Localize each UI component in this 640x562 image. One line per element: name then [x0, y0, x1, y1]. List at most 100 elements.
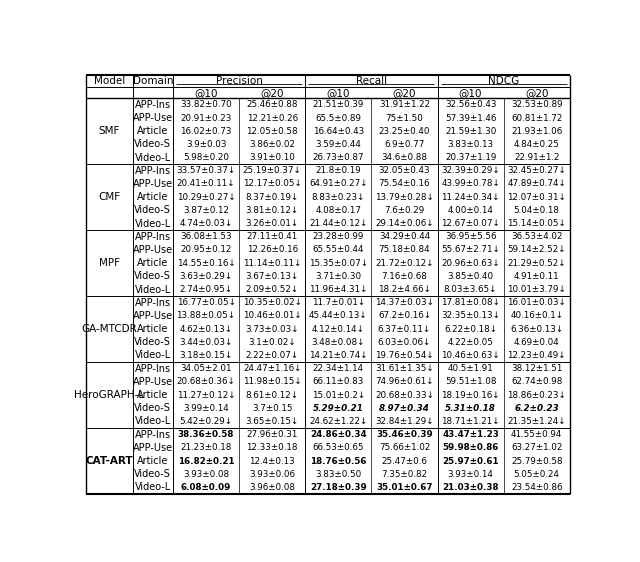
Text: 8.83±0.23↓: 8.83±0.23↓ [312, 193, 365, 202]
Text: 32.45±0.27↓: 32.45±0.27↓ [508, 166, 566, 175]
Text: 27.96±0.31: 27.96±0.31 [246, 430, 298, 439]
Text: 18.2±4.66↓: 18.2±4.66↓ [378, 285, 431, 294]
Text: 25.46±0.88: 25.46±0.88 [246, 101, 298, 110]
Text: 12.05±0.58: 12.05±0.58 [246, 126, 298, 135]
Text: 65.55±0.44: 65.55±0.44 [312, 246, 364, 255]
Text: 3.83±0.50: 3.83±0.50 [316, 470, 362, 479]
Text: 20.41±0.11↓: 20.41±0.11↓ [177, 179, 236, 188]
Text: 12.07±0.31↓: 12.07±0.31↓ [508, 193, 566, 202]
Text: 62.74±0.98: 62.74±0.98 [511, 377, 563, 387]
Text: 43.99±0.78↓: 43.99±0.78↓ [441, 179, 500, 188]
Text: 67.2±0.16↓: 67.2±0.16↓ [378, 311, 431, 320]
Text: 60.81±1.72: 60.81±1.72 [511, 114, 563, 123]
Text: 34.6±0.88: 34.6±0.88 [381, 153, 428, 162]
Text: Video-S: Video-S [134, 271, 172, 282]
Text: 3.85±0.40: 3.85±0.40 [447, 272, 493, 281]
Text: MPF: MPF [99, 258, 120, 268]
Text: Video-S: Video-S [134, 139, 172, 149]
Text: 3.48±0.08↓: 3.48±0.08↓ [312, 338, 365, 347]
Text: 5.98±0.20: 5.98±0.20 [183, 153, 229, 162]
Text: 10.35±0.02↓: 10.35±0.02↓ [243, 298, 301, 307]
Text: 8.61±0.12↓: 8.61±0.12↓ [246, 391, 299, 400]
Text: SMF: SMF [99, 126, 120, 136]
Text: HeroGRAPH-L: HeroGRAPH-L [74, 390, 145, 400]
Text: 23.25±0.40: 23.25±0.40 [379, 126, 430, 135]
Text: 15.35±0.07↓: 15.35±0.07↓ [308, 259, 368, 268]
Text: 4.00±0.14: 4.00±0.14 [447, 206, 493, 215]
Text: 35.46±0.39: 35.46±0.39 [376, 430, 433, 439]
Text: 13.88±0.05↓: 13.88±0.05↓ [177, 311, 236, 320]
Text: 3.44±0.03↓: 3.44±0.03↓ [179, 338, 233, 347]
Text: 45.44±0.13↓: 45.44±0.13↓ [309, 311, 368, 320]
Text: 3.93±0.08: 3.93±0.08 [183, 470, 229, 479]
Text: 10.46±0.01↓: 10.46±0.01↓ [243, 311, 301, 320]
Text: @20: @20 [393, 88, 416, 98]
Text: 2.22±0.07↓: 2.22±0.07↓ [246, 351, 299, 360]
Text: 21.29±0.52↓: 21.29±0.52↓ [508, 259, 566, 268]
Text: 12.21±0.26: 12.21±0.26 [246, 114, 298, 123]
Text: 57.39±1.46: 57.39±1.46 [445, 114, 496, 123]
Text: 38.12±1.51: 38.12±1.51 [511, 364, 563, 373]
Text: 16.64±0.43: 16.64±0.43 [313, 126, 364, 135]
Text: 4.69±0.04: 4.69±0.04 [514, 338, 559, 347]
Text: Video-S: Video-S [134, 205, 172, 215]
Text: Article: Article [137, 456, 168, 466]
Text: 16.02±0.73: 16.02±0.73 [180, 126, 232, 135]
Text: 3.1±0.02↓: 3.1±0.02↓ [248, 338, 296, 347]
Text: 21.72±0.12↓: 21.72±0.12↓ [375, 259, 434, 268]
Text: Recall: Recall [356, 76, 387, 87]
Text: 36.08±1.53: 36.08±1.53 [180, 232, 232, 241]
Text: 3.26±0.01↓: 3.26±0.01↓ [246, 219, 299, 228]
Text: 12.26±0.16: 12.26±0.16 [246, 246, 298, 255]
Text: 10.01±3.79↓: 10.01±3.79↓ [508, 285, 566, 294]
Text: 13.79±0.28↓: 13.79±0.28↓ [375, 193, 434, 202]
Text: 15.14±0.05↓: 15.14±0.05↓ [508, 219, 566, 228]
Text: Article: Article [137, 126, 168, 136]
Text: 59.14±2.52↓: 59.14±2.52↓ [508, 246, 566, 255]
Text: 10.46±0.63↓: 10.46±0.63↓ [441, 351, 500, 360]
Text: 2.09±0.52↓: 2.09±0.52↓ [246, 285, 299, 294]
Text: 19.76±0.54↓: 19.76±0.54↓ [375, 351, 434, 360]
Text: APP-Ins: APP-Ins [135, 430, 171, 439]
Text: Video-L: Video-L [135, 416, 171, 427]
Text: Video-S: Video-S [134, 337, 172, 347]
Text: 11.96±4.31↓: 11.96±4.31↓ [309, 285, 367, 294]
Text: APP-Ins: APP-Ins [135, 166, 171, 176]
Text: 3.99±0.14: 3.99±0.14 [183, 404, 229, 413]
Text: 6.36±0.13↓: 6.36±0.13↓ [510, 325, 563, 334]
Text: 3.83±0.13: 3.83±0.13 [447, 140, 493, 149]
Text: CMF: CMF [99, 192, 120, 202]
Text: 5.42±0.29↓: 5.42±0.29↓ [179, 417, 232, 426]
Text: Video-L: Video-L [135, 284, 171, 294]
Text: 63.27±1.02: 63.27±1.02 [511, 443, 563, 452]
Text: 3.63±0.29↓: 3.63±0.29↓ [179, 272, 233, 281]
Text: 6.9±0.77: 6.9±0.77 [384, 140, 425, 149]
Text: 18.86±0.23↓: 18.86±0.23↓ [508, 391, 566, 400]
Text: APP-Use: APP-Use [132, 377, 173, 387]
Text: Domain: Domain [132, 76, 173, 87]
Text: 21.8±0.19: 21.8±0.19 [316, 166, 361, 175]
Text: 24.47±1.16↓: 24.47±1.16↓ [243, 364, 301, 373]
Text: 25.19±0.37↓: 25.19±0.37↓ [243, 166, 301, 175]
Text: CAT-ART: CAT-ART [86, 456, 133, 466]
Text: 31.91±1.22: 31.91±1.22 [379, 101, 430, 110]
Text: 6.22±0.18↓: 6.22±0.18↓ [444, 325, 497, 334]
Text: 75±1.50: 75±1.50 [385, 114, 424, 123]
Text: 34.29±0.44: 34.29±0.44 [379, 232, 430, 241]
Text: 7.35±0.82: 7.35±0.82 [381, 470, 428, 479]
Text: 22.91±1.2: 22.91±1.2 [514, 153, 559, 162]
Text: 32.56±0.43: 32.56±0.43 [445, 101, 497, 110]
Text: Article: Article [137, 390, 168, 400]
Text: 47.89±0.74↓: 47.89±0.74↓ [508, 179, 566, 188]
Text: 21.03±0.38: 21.03±0.38 [442, 483, 499, 492]
Text: 16.82±0.21: 16.82±0.21 [178, 456, 234, 465]
Text: 25.97±0.61: 25.97±0.61 [442, 456, 499, 465]
Text: NDCG: NDCG [488, 76, 519, 87]
Text: APP-Ins: APP-Ins [135, 364, 171, 374]
Text: 3.93±0.14: 3.93±0.14 [447, 470, 493, 479]
Text: 6.03±0.06↓: 6.03±0.06↓ [378, 338, 431, 347]
Text: 12.4±0.13: 12.4±0.13 [250, 456, 295, 465]
Text: 3.93±0.06: 3.93±0.06 [249, 470, 295, 479]
Text: 5.31±0.18: 5.31±0.18 [445, 404, 496, 413]
Text: 3.71±0.30: 3.71±0.30 [316, 272, 362, 281]
